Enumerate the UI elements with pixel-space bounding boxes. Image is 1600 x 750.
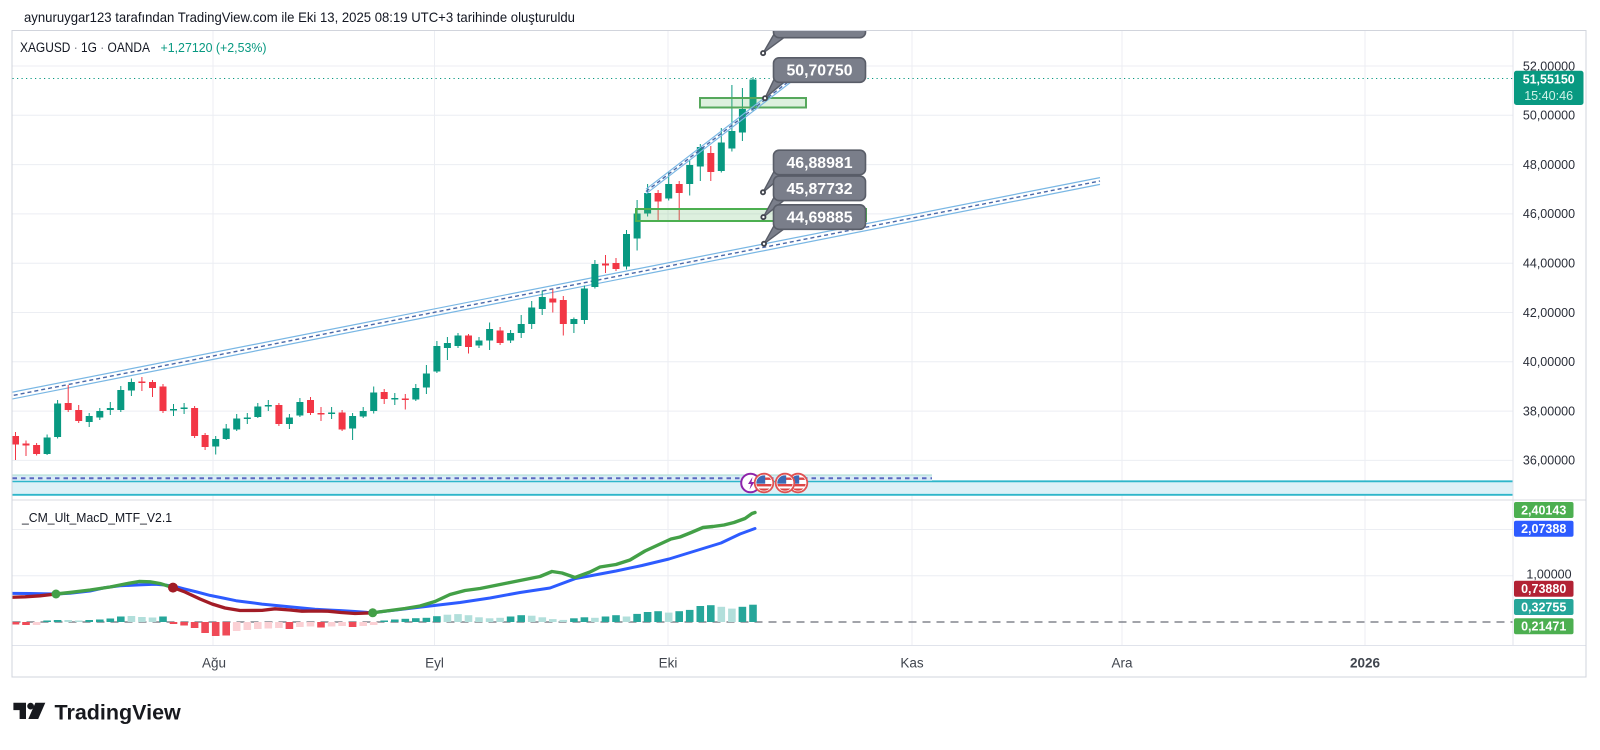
svg-text:0,32755: 0,32755 bbox=[1521, 600, 1566, 614]
svg-text:15:40:46: 15:40:46 bbox=[1524, 89, 1573, 103]
svg-text:2,40143: 2,40143 bbox=[1521, 503, 1566, 517]
svg-text:44,69885: 44,69885 bbox=[787, 210, 853, 227]
svg-text:aynuruygar123 tarafından Tradi: aynuruygar123 tarafından TradingView.com… bbox=[24, 9, 575, 25]
svg-text:Ara: Ara bbox=[1111, 656, 1133, 671]
svg-text:52,00000: 52,00000 bbox=[1523, 59, 1575, 73]
svg-text:46,00000: 46,00000 bbox=[1523, 207, 1575, 221]
svg-text:XAGUSD · 1G · OANDA: XAGUSD · 1G · OANDA bbox=[20, 40, 150, 55]
svg-text:0,73880: 0,73880 bbox=[1521, 582, 1566, 596]
svg-text:+1,27120 (+2,53%): +1,27120 (+2,53%) bbox=[161, 40, 267, 55]
svg-text:36,00000: 36,00000 bbox=[1523, 454, 1575, 468]
svg-text:46,88981: 46,88981 bbox=[787, 155, 853, 172]
svg-text:45,87732: 45,87732 bbox=[787, 181, 853, 198]
svg-text:48,00000: 48,00000 bbox=[1523, 158, 1575, 172]
svg-text:44,00000: 44,00000 bbox=[1523, 257, 1575, 271]
svg-text:Eki: Eki bbox=[659, 656, 678, 671]
svg-text:50,70750: 50,70750 bbox=[787, 63, 853, 80]
svg-text:50,00000: 50,00000 bbox=[1523, 109, 1575, 123]
svg-text:51,55150: 51,55150 bbox=[1523, 73, 1575, 87]
svg-text:2026: 2026 bbox=[1350, 656, 1381, 671]
svg-text:Eyl: Eyl bbox=[425, 656, 444, 671]
svg-text:TradingView: TradingView bbox=[55, 701, 182, 725]
svg-text:Ağu: Ağu bbox=[202, 656, 226, 671]
svg-text:1,00000: 1,00000 bbox=[1526, 568, 1571, 582]
svg-text:38,00000: 38,00000 bbox=[1523, 404, 1575, 418]
svg-text:40,00000: 40,00000 bbox=[1523, 355, 1575, 369]
svg-text:Kas: Kas bbox=[900, 656, 924, 671]
svg-text:0,21471: 0,21471 bbox=[1521, 620, 1566, 634]
svg-text:42,00000: 42,00000 bbox=[1523, 306, 1575, 320]
svg-text:_CM_Ult_MacD_MTF_V2.1: _CM_Ult_MacD_MTF_V2.1 bbox=[21, 510, 172, 525]
svg-text:2,07388: 2,07388 bbox=[1521, 522, 1566, 536]
